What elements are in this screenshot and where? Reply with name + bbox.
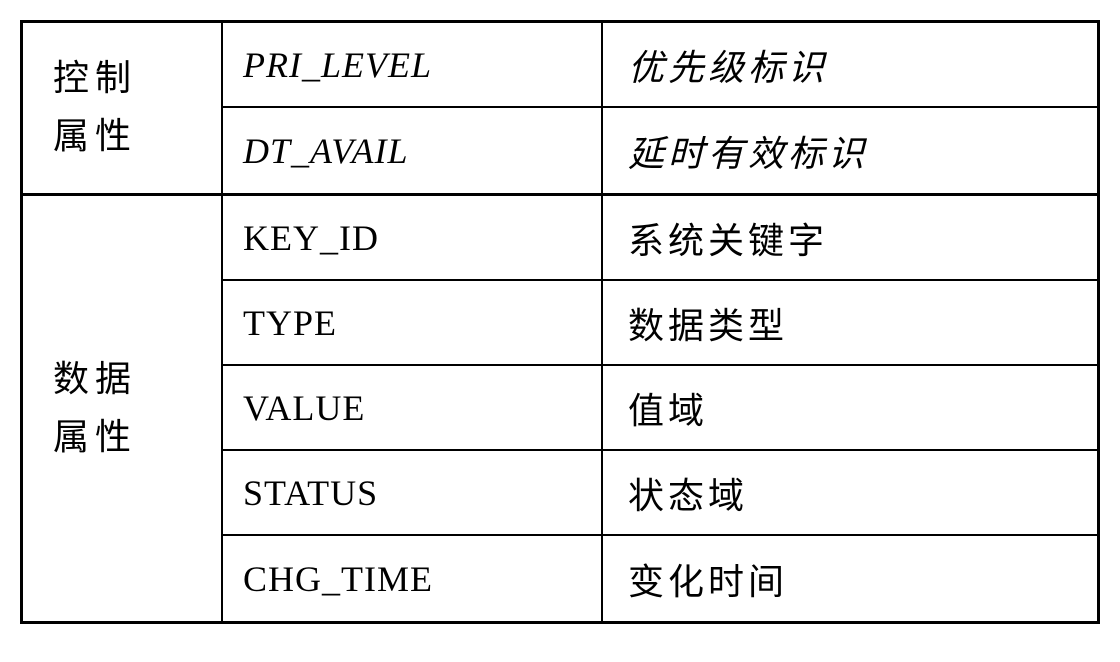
code-text: TYPE [243,302,337,344]
desc-text: 延时有效标识 [628,125,868,177]
control-label-text: 控制属性 [53,50,137,165]
code-cell: CHG_TIME [223,536,603,621]
desc-cell: 值域 [603,366,1097,449]
data-section-label: 数据属性 [23,196,223,621]
code-cell: TYPE [223,281,603,364]
code-text: STATUS [243,472,378,514]
code-cell: DT_AVAIL [223,108,603,193]
desc-cell: 优先级标识 [603,23,1097,106]
data-label-text: 数据属性 [53,351,137,466]
code-text: PRI_LEVEL [243,44,432,86]
table-row: CHG_TIME 变化时间 [223,536,1097,621]
desc-cell: 数据类型 [603,281,1097,364]
code-text: VALUE [243,387,365,429]
table-row: DT_AVAIL 延时有效标识 [223,108,1097,193]
desc-text: 优先级标识 [628,39,828,91]
data-rows: KEY_ID 系统关键字 TYPE 数据类型 VALUE 值域 [223,196,1097,621]
code-cell: VALUE [223,366,603,449]
code-text: CHG_TIME [243,558,433,600]
table-row: STATUS 状态域 [223,451,1097,536]
desc-text: 状态域 [628,467,748,519]
control-rows: PRI_LEVEL 优先级标识 DT_AVAIL 延时有效标识 [223,23,1097,193]
desc-text: 变化时间 [628,553,788,605]
code-cell: STATUS [223,451,603,534]
code-cell: PRI_LEVEL [223,23,603,106]
desc-text: 值域 [628,382,708,434]
desc-text: 系统关键字 [628,212,828,264]
table-row: VALUE 值域 [223,366,1097,451]
control-attributes-section: 控制属性 PRI_LEVEL 优先级标识 DT_AVAIL 延时有效标识 [23,23,1097,196]
desc-cell: 系统关键字 [603,196,1097,279]
table-row: KEY_ID 系统关键字 [223,196,1097,281]
code-cell: KEY_ID [223,196,603,279]
desc-cell: 变化时间 [603,536,1097,621]
code-text: KEY_ID [243,217,379,259]
desc-cell: 状态域 [603,451,1097,534]
data-attributes-section: 数据属性 KEY_ID 系统关键字 TYPE 数据类型 [23,196,1097,621]
attribute-table: 控制属性 PRI_LEVEL 优先级标识 DT_AVAIL 延时有效标识 [20,20,1100,624]
code-text: DT_AVAIL [243,130,409,172]
desc-cell: 延时有效标识 [603,108,1097,193]
table-row: TYPE 数据类型 [223,281,1097,366]
table-row: PRI_LEVEL 优先级标识 [223,23,1097,108]
control-section-label: 控制属性 [23,23,223,193]
desc-text: 数据类型 [628,297,788,349]
